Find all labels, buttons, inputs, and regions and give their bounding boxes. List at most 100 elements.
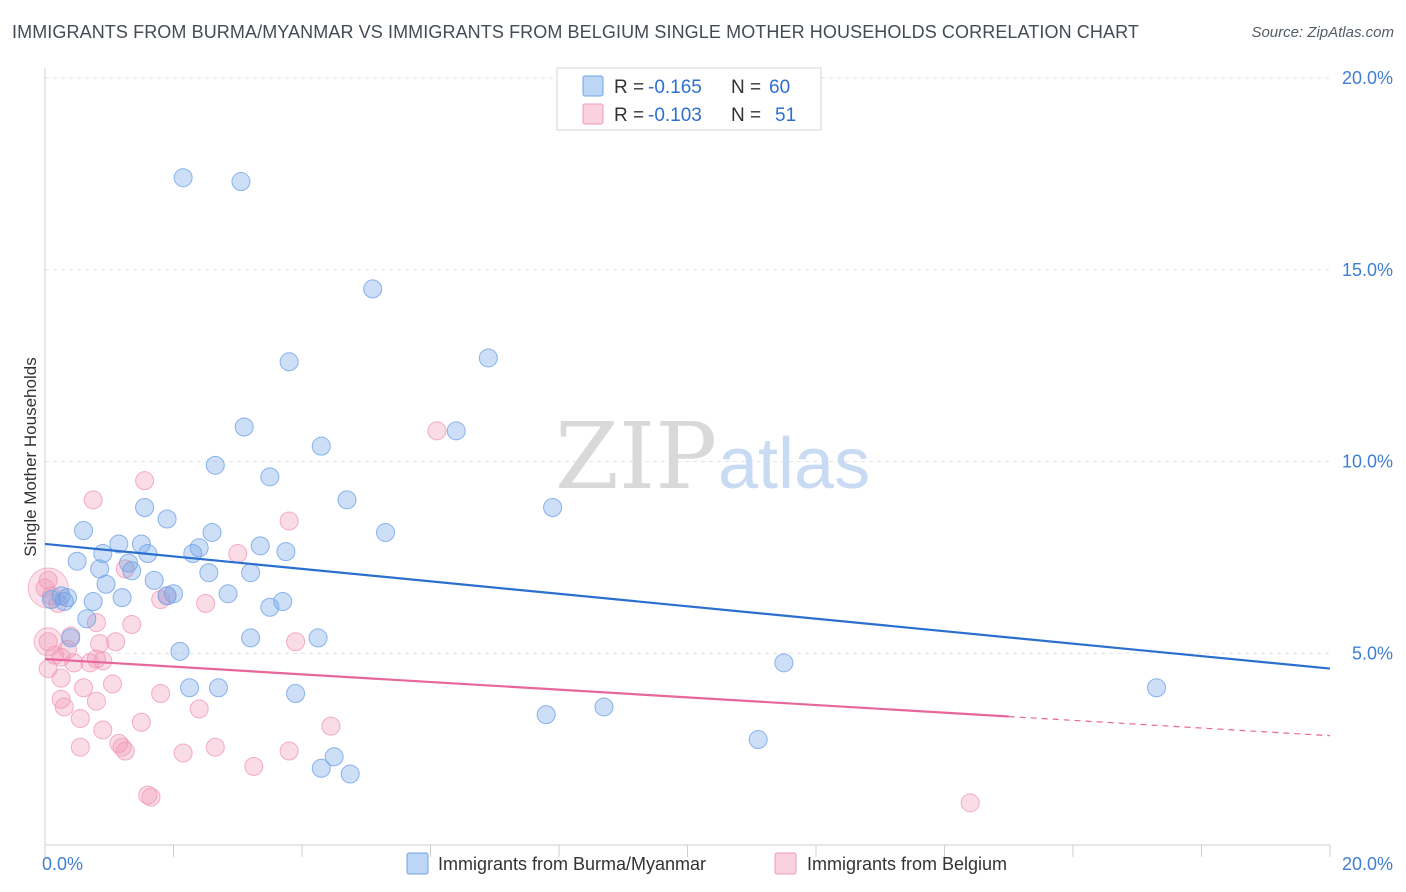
burma-point-40 xyxy=(54,591,74,611)
burma-point-48 xyxy=(774,653,794,673)
burma-point-26 xyxy=(67,551,87,571)
burma-point-29 xyxy=(199,563,219,583)
bottom-legend-label-belgium: Immigrants from Belgium xyxy=(807,854,1007,874)
legend-n-value-1: 51 xyxy=(775,105,796,126)
burma-point-45 xyxy=(241,628,261,648)
belgium-point-41 xyxy=(173,743,193,763)
burma-point-0 xyxy=(173,168,193,188)
belgium-point-40 xyxy=(115,741,135,761)
chart-source: Source: ZipAtlas.com xyxy=(1251,24,1394,41)
legend-swatch-pink xyxy=(582,103,604,125)
belgium-point-5 xyxy=(83,490,103,510)
belgium-point-36 xyxy=(93,720,113,740)
belgium-point-13 xyxy=(122,614,142,634)
belgium-point-33 xyxy=(70,708,90,728)
burma-point-4 xyxy=(478,348,498,368)
series-belgium-points xyxy=(27,421,980,813)
belgium-point-7 xyxy=(279,511,299,531)
belgium-point-45 xyxy=(138,785,158,805)
belgium-point-9 xyxy=(115,559,135,579)
bottom-legend-label-burma: Immigrants from Burma/Myanmar xyxy=(438,854,706,874)
belgium-point-26 xyxy=(102,674,122,694)
belgium-point-39 xyxy=(70,737,90,757)
burma-point-17 xyxy=(109,534,129,554)
burma-point-44 xyxy=(77,609,97,629)
belgium-point-12 xyxy=(86,613,106,633)
series-burma-points xyxy=(41,168,1167,784)
burma-point-15 xyxy=(202,522,222,542)
legend-n-value-0: 60 xyxy=(769,77,790,98)
burma-point-42 xyxy=(273,591,293,611)
burma-point-25 xyxy=(119,553,139,573)
belgium-point-0 xyxy=(38,570,58,590)
burma-point-54 xyxy=(594,697,614,717)
burma-point-31 xyxy=(144,570,164,590)
burma-point-11 xyxy=(135,498,155,518)
axes xyxy=(44,68,1331,857)
burma-point-37 xyxy=(112,588,132,608)
burma-point-30 xyxy=(241,563,261,583)
burma-point-43 xyxy=(260,597,280,617)
legend-r-label-0: R = xyxy=(614,77,644,98)
burma-point-59 xyxy=(61,628,81,648)
bottom-legend-swatch-blue xyxy=(406,852,429,875)
burma-point-24 xyxy=(93,544,113,564)
burma-point-53 xyxy=(536,705,556,725)
watermark-zip: ZIP xyxy=(555,403,717,510)
watermark-atlas: atlas xyxy=(718,424,870,504)
legend-swatch-blue xyxy=(582,75,604,97)
burma-point-19 xyxy=(250,536,270,556)
x-tick-label-min: 0.0% xyxy=(42,854,83,874)
burma-point-56 xyxy=(324,747,344,767)
belgium-point-46 xyxy=(141,787,161,807)
legend-r-value-0: -0.165 xyxy=(648,77,702,98)
belgium-point-15 xyxy=(90,634,110,654)
legend: R = -0.165 N = 60 R = -0.103 N = 51 xyxy=(556,67,822,131)
legend-r-value-1: -0.103 xyxy=(648,105,702,126)
burma-point-14 xyxy=(74,521,94,541)
legend-n-label-0: N = xyxy=(731,77,761,98)
belgium-cluster-point-2 xyxy=(33,627,63,657)
trend-line-burma xyxy=(44,542,1331,670)
belgium-point-16 xyxy=(106,632,126,652)
legend-box xyxy=(556,67,822,131)
burma-point-52 xyxy=(1147,678,1167,698)
grid-lines xyxy=(45,77,1330,654)
burma-point-49 xyxy=(180,678,200,698)
legend-r-label-1: R = xyxy=(614,105,644,126)
belgium-point-43 xyxy=(279,741,299,761)
tick-labels: 5.0% 10.0% 15.0% 20.0% 0.0% 20.0% xyxy=(42,68,1393,874)
burma-point-13 xyxy=(157,509,177,529)
belgium-point-34 xyxy=(131,712,151,732)
belgium-point-37 xyxy=(109,733,129,753)
belgium-point-27 xyxy=(74,678,94,698)
legend-n-label-1: N = xyxy=(731,105,761,126)
burma-point-10 xyxy=(337,490,357,510)
belgium-point-17 xyxy=(286,632,306,652)
burma-point-5 xyxy=(234,417,254,437)
burma-point-12 xyxy=(543,498,563,518)
belgium-point-11 xyxy=(196,593,216,613)
burma-point-28 xyxy=(122,561,142,581)
belgium-point-30 xyxy=(54,697,74,717)
belgium-point-25 xyxy=(51,668,71,688)
belgium-point-47 xyxy=(960,793,980,813)
burma-point-16 xyxy=(376,522,396,542)
burma-point-50 xyxy=(208,678,228,698)
burma-point-47 xyxy=(170,641,190,661)
y-tick-label-3: 20.0% xyxy=(1342,68,1393,88)
belgium-point-42 xyxy=(205,737,225,757)
burma-point-2 xyxy=(363,279,383,299)
burma-point-23 xyxy=(276,542,296,562)
burma-point-35 xyxy=(51,586,71,606)
y-tick-label-1: 10.0% xyxy=(1342,452,1393,472)
bottom-legend-swatch-pink xyxy=(774,852,797,875)
burma-point-3 xyxy=(279,352,299,372)
belgium-point-6 xyxy=(427,421,447,441)
belgium-point-29 xyxy=(51,689,71,709)
burma-point-33 xyxy=(164,584,183,604)
burma-point-57 xyxy=(311,758,331,778)
burma-point-51 xyxy=(286,684,306,704)
burma-point-58 xyxy=(340,764,360,784)
